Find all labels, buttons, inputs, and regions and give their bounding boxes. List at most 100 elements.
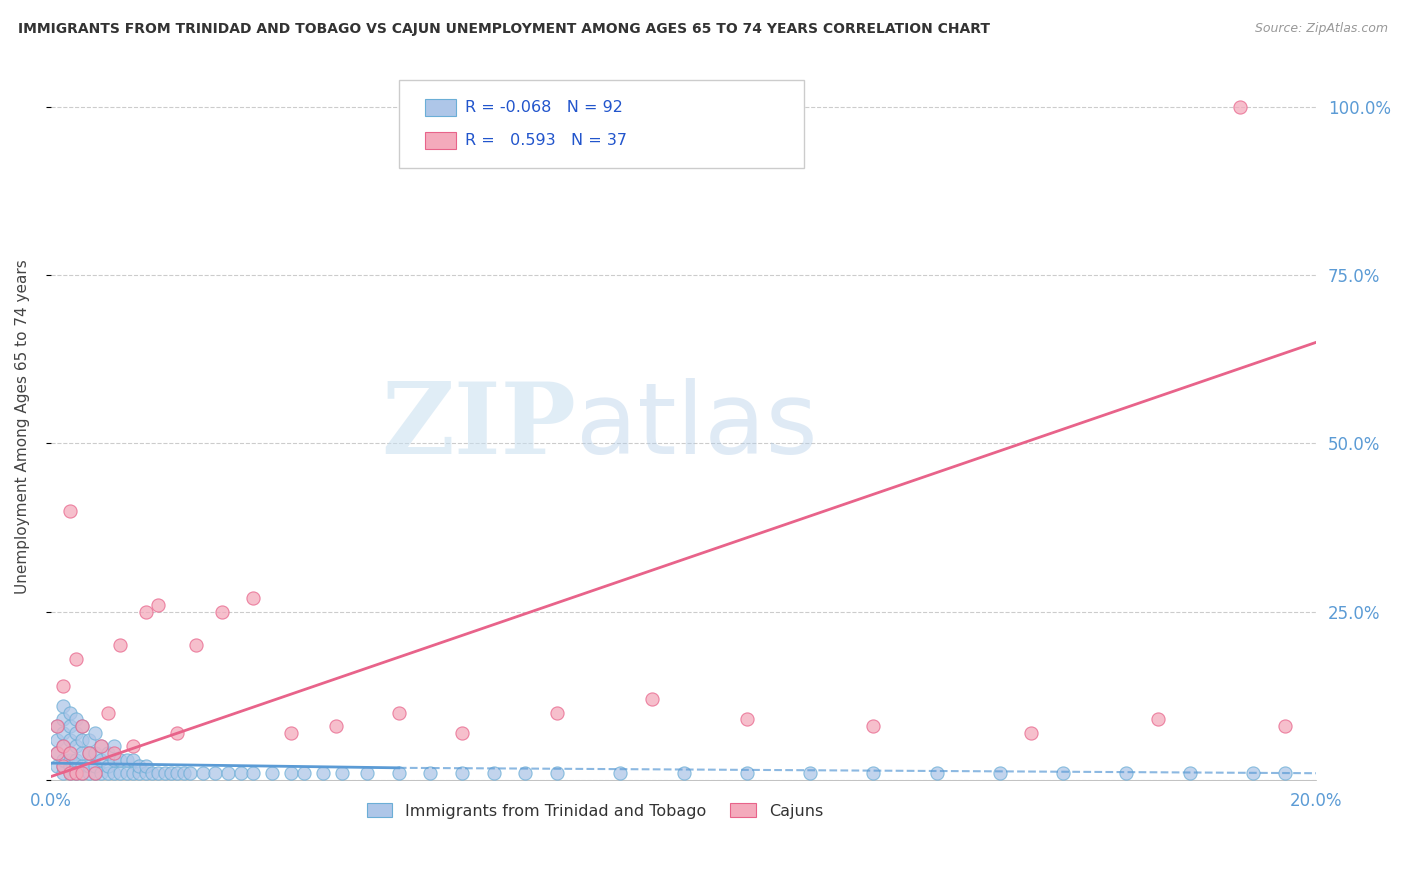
Point: [122, 739, 145, 754]
Point: [672, 766, 695, 780]
Point: [1052, 766, 1074, 780]
Point: [148, 598, 170, 612]
Point: [1241, 766, 1264, 780]
Point: [77, 759, 100, 773]
Point: [451, 766, 474, 780]
Point: [72, 746, 94, 760]
Point: [72, 719, 94, 733]
Point: [59, 732, 82, 747]
Point: [46, 732, 69, 747]
Point: [262, 766, 284, 780]
Point: [65, 739, 87, 754]
Point: [312, 766, 335, 780]
Point: [77, 746, 100, 760]
Point: [59, 753, 82, 767]
Point: [141, 766, 163, 780]
Text: R =   0.593   N = 37: R = 0.593 N = 37: [464, 133, 627, 148]
Point: [242, 766, 264, 780]
Point: [97, 706, 120, 720]
Point: [52, 726, 75, 740]
Point: [179, 766, 201, 780]
Point: [103, 739, 125, 754]
Point: [59, 746, 82, 760]
Point: [52, 766, 75, 780]
Point: [72, 732, 94, 747]
Point: [280, 726, 302, 740]
Point: [52, 759, 75, 773]
Point: [46, 746, 69, 760]
Point: [52, 712, 75, 726]
Point: [1115, 766, 1137, 780]
Point: [925, 766, 948, 780]
Point: [330, 766, 353, 780]
Point: [90, 753, 112, 767]
Point: [97, 759, 120, 773]
Point: [65, 766, 87, 780]
Point: [451, 726, 474, 740]
Point: [52, 679, 75, 693]
Point: [103, 753, 125, 767]
Point: [72, 719, 94, 733]
Point: [77, 766, 100, 780]
Point: [115, 766, 138, 780]
Text: Source: ZipAtlas.com: Source: ZipAtlas.com: [1254, 22, 1388, 36]
Point: [77, 746, 100, 760]
Point: [59, 759, 82, 773]
Point: [641, 692, 664, 706]
Point: [110, 638, 132, 652]
Point: [46, 719, 69, 733]
Point: [65, 759, 87, 773]
Point: [388, 706, 411, 720]
Point: [229, 766, 252, 780]
Point: [173, 766, 195, 780]
Text: ZIP: ZIP: [381, 378, 576, 475]
Point: [110, 753, 132, 767]
Point: [65, 726, 87, 740]
Point: [59, 746, 82, 760]
Point: [546, 706, 568, 720]
Point: [46, 759, 69, 773]
Point: [515, 766, 537, 780]
Point: [799, 766, 821, 780]
FancyBboxPatch shape: [426, 132, 456, 149]
Point: [59, 706, 82, 720]
Point: [65, 766, 87, 780]
Point: [72, 766, 94, 780]
Point: [103, 766, 125, 780]
Point: [1229, 100, 1251, 114]
Point: [52, 698, 75, 713]
Point: [84, 726, 107, 740]
Point: [72, 766, 94, 780]
Point: [46, 719, 69, 733]
Point: [862, 766, 884, 780]
FancyBboxPatch shape: [399, 80, 804, 169]
Point: [217, 766, 239, 780]
Point: [482, 766, 505, 780]
Point: [135, 759, 157, 773]
Point: [166, 766, 188, 780]
Point: [52, 739, 75, 754]
Point: [90, 766, 112, 780]
Point: [128, 766, 150, 780]
Text: atlas: atlas: [576, 378, 817, 475]
Point: [97, 746, 120, 760]
Point: [52, 759, 75, 773]
Point: [356, 766, 378, 780]
Point: [135, 766, 157, 780]
Point: [988, 766, 1011, 780]
Point: [65, 652, 87, 666]
Point: [153, 766, 176, 780]
Point: [1274, 719, 1296, 733]
Point: [1147, 712, 1170, 726]
Point: [1021, 726, 1043, 740]
Point: [59, 503, 82, 517]
FancyBboxPatch shape: [426, 99, 456, 116]
Point: [160, 766, 183, 780]
Point: [1178, 766, 1201, 780]
Point: [59, 719, 82, 733]
Point: [84, 766, 107, 780]
Point: [84, 766, 107, 780]
Point: [135, 605, 157, 619]
Point: [419, 766, 441, 780]
Point: [166, 726, 188, 740]
